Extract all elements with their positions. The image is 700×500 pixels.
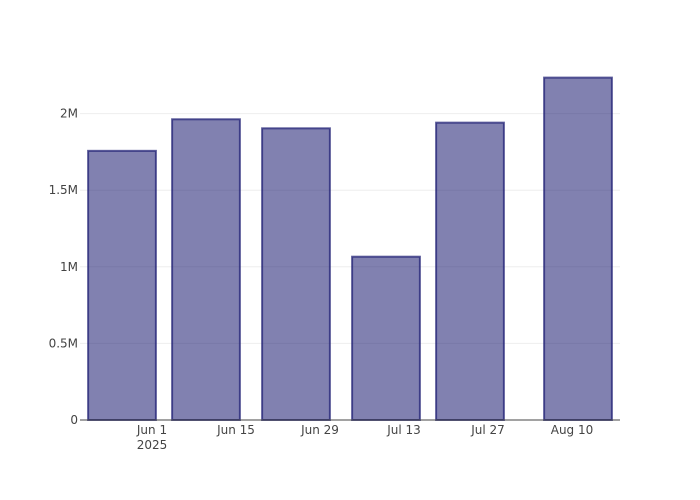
x-tick-label: Jun 29	[300, 423, 339, 437]
bar	[87, 149, 157, 421]
x-tick-label: Jun 15	[216, 423, 255, 437]
x-tick-label: Jul 13	[386, 423, 421, 437]
y-tick-label: 0.5M	[49, 336, 78, 350]
x-tick-label: Aug 10	[551, 423, 594, 437]
bar	[261, 127, 331, 422]
bar	[543, 76, 613, 421]
bar	[351, 255, 421, 421]
bar	[171, 118, 241, 422]
x-tick-label: Jul 27	[470, 423, 505, 437]
bar	[435, 121, 505, 422]
y-tick-label: 1.5M	[49, 183, 78, 197]
x-tick-label: Jun 1	[136, 423, 167, 437]
y-tick-label: 1M	[60, 260, 78, 274]
y-tick-label: 0	[70, 413, 78, 427]
y-tick-label: 2M	[60, 107, 78, 121]
x-tick-year-label: 2025	[137, 438, 168, 452]
